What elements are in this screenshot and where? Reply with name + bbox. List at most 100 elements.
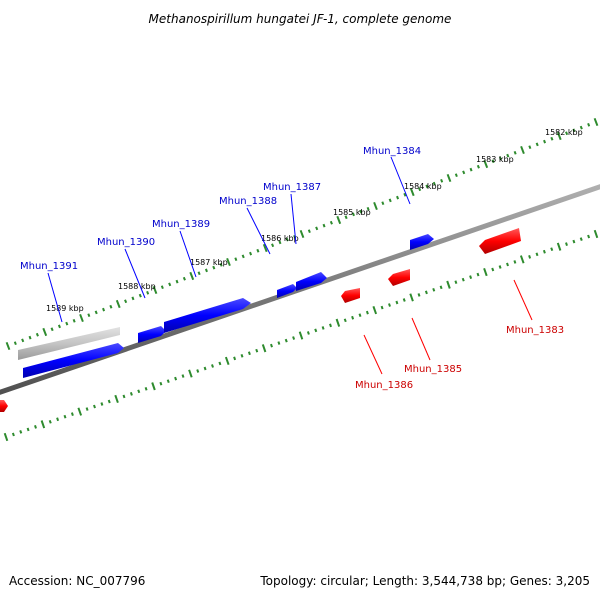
minor-tick	[241, 254, 245, 259]
major-tick	[77, 407, 83, 416]
gene-arrow-mhun-1388[interactable]	[277, 284, 297, 298]
minor-tick	[439, 285, 443, 290]
gene-arrow-mhun-1384[interactable]	[410, 234, 434, 250]
major-tick	[409, 293, 414, 302]
minor-tick	[579, 125, 583, 130]
gene-label-mhun-1387[interactable]: Mhun_1387	[263, 182, 321, 193]
minor-tick	[174, 376, 178, 381]
gene-label-mhun-1391[interactable]: Mhun_1391	[20, 261, 78, 272]
minor-tick	[160, 285, 164, 290]
minor-tick	[395, 300, 399, 305]
minor-tick	[122, 394, 126, 399]
gene-arrow-partial[interactable]	[0, 400, 8, 412]
diagram-title: Methanospirillum hungatei JF-1, complete…	[149, 12, 452, 26]
minor-tick	[506, 153, 510, 158]
gene-label-mhun-1388[interactable]: Mhun_1388	[219, 196, 277, 207]
minor-tick	[476, 164, 480, 169]
gene-label-mhun-1386[interactable]: Mhun_1386	[355, 380, 413, 391]
minor-tick	[144, 386, 148, 391]
minor-tick	[359, 209, 363, 214]
minor-tick	[440, 178, 444, 183]
minor-tick	[107, 399, 111, 404]
major-tick	[483, 159, 489, 169]
gene-label-mhun-1384[interactable]: Mhun_1384	[363, 146, 421, 157]
major-tick	[262, 243, 268, 253]
minor-tick	[57, 324, 61, 329]
minor-tick	[351, 315, 355, 320]
leader-line-mhun-1389	[179, 230, 197, 278]
minor-tick	[358, 313, 362, 318]
gene-label-mhun-1383[interactable]: Mhun_1383	[506, 325, 564, 336]
minor-tick	[461, 277, 465, 282]
minor-tick	[146, 290, 150, 295]
minor-tick	[329, 220, 333, 225]
minor-tick	[491, 267, 495, 272]
minor-tick	[65, 321, 69, 326]
major-tick	[5, 341, 11, 351]
minor-tick	[94, 310, 98, 315]
minor-tick	[351, 212, 355, 217]
minor-tick	[13, 341, 17, 346]
minor-tick	[204, 268, 208, 273]
major-tick	[42, 327, 48, 337]
leader-line-mhun-1390	[124, 248, 146, 299]
minor-tick	[63, 414, 67, 419]
minor-tick	[124, 299, 128, 304]
gene-label-mhun-1390[interactable]: Mhun_1390	[97, 237, 155, 248]
minor-tick	[182, 276, 186, 281]
gene-arrow-mhun-1389[interactable]	[164, 298, 251, 333]
minor-tick	[233, 356, 237, 361]
forward-tick-track	[5, 117, 599, 351]
minor-tick	[513, 260, 517, 264]
minor-tick	[462, 170, 466, 175]
gene-arrow-mhun-1383[interactable]	[479, 228, 521, 254]
minor-tick	[270, 343, 273, 348]
minor-tick	[344, 215, 348, 220]
gene-label-mhun-1389[interactable]: Mhun_1389	[152, 219, 210, 230]
gene-label-mhun-1385[interactable]: Mhun_1385	[404, 364, 462, 375]
kbp-label: 1589 kbp	[46, 304, 84, 313]
minor-tick	[247, 351, 251, 356]
minor-tick	[388, 303, 391, 307]
minor-tick	[285, 237, 289, 242]
minor-tick	[528, 145, 532, 150]
minor-tick	[365, 310, 369, 315]
gene-labels: Mhun_1383 Mhun_1384 Mhun_1385 Mhun_1386 …	[20, 146, 564, 391]
minor-tick	[565, 131, 569, 136]
minor-tick	[403, 192, 407, 197]
minor-tick	[572, 239, 576, 244]
minor-tick	[234, 257, 238, 262]
leader-line-mhun-1387	[290, 193, 297, 245]
major-tick	[335, 318, 341, 327]
leader-line-mhun-1384	[390, 156, 411, 205]
minor-tick	[396, 195, 400, 200]
gene-arrow-mhun-1391[interactable]	[23, 343, 124, 378]
major-tick	[40, 420, 46, 429]
minor-tick	[432, 181, 436, 186]
minor-tick	[528, 254, 532, 259]
gene-arrow-pseudo[interactable]	[18, 327, 120, 360]
minor-tick	[550, 136, 554, 141]
gene-arrow-mhun-1386[interactable]	[341, 288, 360, 303]
gene-arrow-mhun-1385[interactable]	[388, 269, 410, 286]
major-tick	[336, 215, 342, 225]
major-tick	[483, 267, 488, 277]
minor-tick	[315, 226, 319, 231]
minor-tick	[587, 122, 591, 127]
minor-tick	[542, 249, 546, 254]
minor-tick	[292, 336, 296, 340]
minor-tick	[255, 348, 259, 353]
minor-tick	[314, 328, 318, 333]
major-tick	[299, 229, 305, 239]
gene-arrow-mhun-1390[interactable]	[138, 326, 166, 343]
minor-tick	[85, 407, 89, 411]
major-tick	[593, 229, 599, 239]
minor-tick	[11, 432, 15, 437]
minor-tick	[249, 251, 253, 256]
gene-arrow-mhun-1387[interactable]	[296, 272, 327, 291]
minor-tick	[34, 424, 37, 429]
leader-line-mhun-1391	[47, 272, 63, 323]
minor-tick	[93, 404, 96, 409]
minor-tick	[70, 412, 74, 417]
minor-tick	[572, 128, 576, 133]
